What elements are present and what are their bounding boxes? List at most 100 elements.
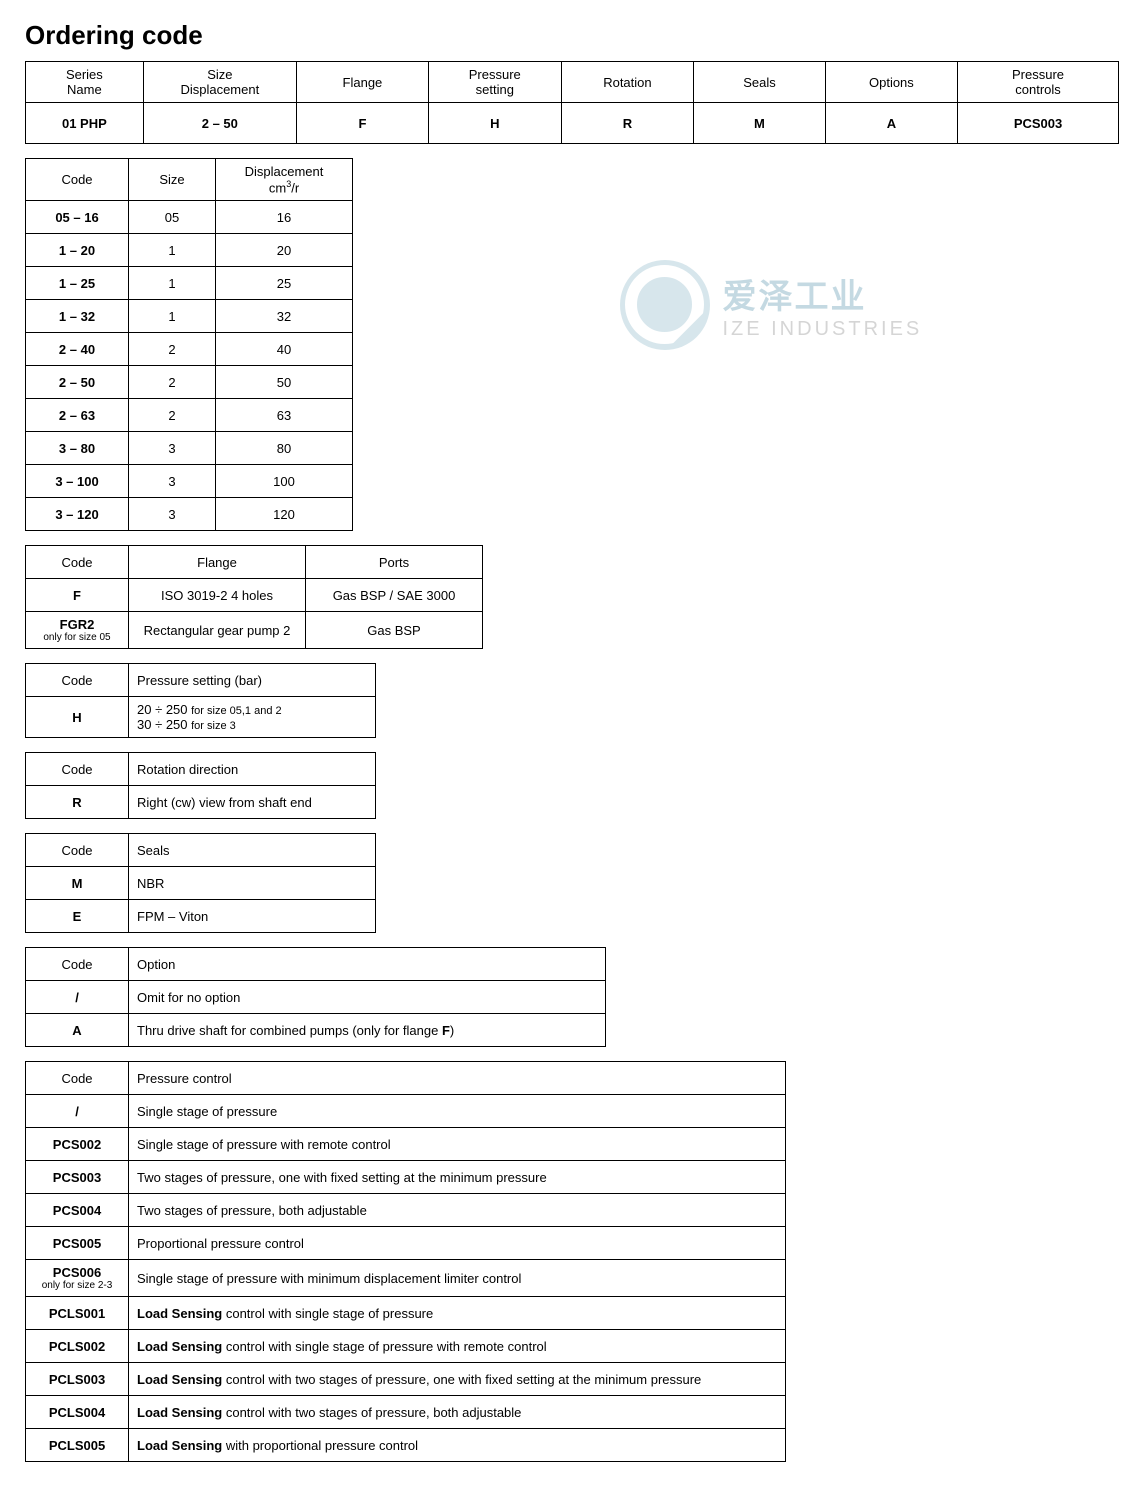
table-cell: 1 – 32 xyxy=(26,300,129,333)
table-cell: ISO 3019-2 4 holes xyxy=(129,579,306,612)
header-label-cell: Seals xyxy=(694,62,826,103)
table-cell: 3 xyxy=(129,498,216,531)
table-cell: Rectangular gear pump 2 xyxy=(129,612,306,649)
table-cell: Load Sensing control with two stages of … xyxy=(129,1363,786,1396)
table-row: 3 – 1203120 xyxy=(26,498,353,531)
table-cell: H xyxy=(26,697,129,738)
table-cell: Load Sensing with proportional pressure … xyxy=(129,1429,786,1462)
table-cell: FGR2only for size 05 xyxy=(26,612,129,649)
table-cell: 3 – 100 xyxy=(26,465,129,498)
header-label-cell: SizeDisplacement xyxy=(143,62,296,103)
table-header-cell: Code xyxy=(26,753,129,786)
table-row: AThru drive shaft for combined pumps (on… xyxy=(26,1014,606,1047)
table-cell: Thru drive shaft for combined pumps (onl… xyxy=(129,1014,606,1047)
table-row: 2 – 63263 xyxy=(26,399,353,432)
table-row: RRight (cw) view from shaft end xyxy=(26,786,376,819)
watermark-en-text: IZE INDUSTRIES xyxy=(722,318,922,341)
table-cell: E xyxy=(26,900,129,933)
table-row: PCLS001Load Sensing control with single … xyxy=(26,1297,786,1330)
table-cell: Two stages of pressure, one with fixed s… xyxy=(129,1161,786,1194)
table-row: FISO 3019-2 4 holesGas BSP / SAE 3000 xyxy=(26,579,483,612)
table-row: /Omit for no option xyxy=(26,981,606,1014)
table-row: PCLS004Load Sensing control with two sta… xyxy=(26,1396,786,1429)
table-header-cell: Option xyxy=(129,948,606,981)
table-cell: 63 xyxy=(216,399,353,432)
table-cell: PCLS002 xyxy=(26,1330,129,1363)
table-row: PCLS005Load Sensing with proportional pr… xyxy=(26,1429,786,1462)
table-row: 2 – 50250 xyxy=(26,366,353,399)
table-cell: PCLS001 xyxy=(26,1297,129,1330)
table-row: PCS003Two stages of pressure, one with f… xyxy=(26,1161,786,1194)
table-cell: PCS006only for size 2-3 xyxy=(26,1260,129,1297)
table-cell: 1 xyxy=(129,300,216,333)
flange-table: CodeFlangePortsFISO 3019-2 4 holesGas BS… xyxy=(25,545,483,649)
table-header-cell: Pressure control xyxy=(129,1062,786,1095)
table-cell: Single stage of pressure xyxy=(129,1095,786,1128)
pressure-setting-table: CodePressure setting (bar)H20 ÷ 250 for … xyxy=(25,663,376,738)
table-header-cell: Code xyxy=(26,948,129,981)
header-value-cell: 2 – 50 xyxy=(143,103,296,144)
table-cell: 32 xyxy=(216,300,353,333)
table-cell: 25 xyxy=(216,267,353,300)
table-cell: 2 xyxy=(129,366,216,399)
table-row: EFPM – Viton xyxy=(26,900,376,933)
table-cell: Load Sensing control with single stage o… xyxy=(129,1297,786,1330)
table-cell: FPM – Viton xyxy=(129,900,376,933)
watermark-cn-text: 爱泽工业 xyxy=(722,269,922,318)
option-table: CodeOption/Omit for no optionAThru drive… xyxy=(25,947,606,1047)
table-header-cell: Code xyxy=(26,834,129,867)
header-value-cell: F xyxy=(296,103,428,144)
header-value-cell: R xyxy=(561,103,694,144)
table-row: PCS002Single stage of pressure with remo… xyxy=(26,1128,786,1161)
header-value-cell: M xyxy=(694,103,826,144)
page-title: Ordering code xyxy=(25,20,1119,51)
table-cell: Gas BSP / SAE 3000 xyxy=(306,579,483,612)
table-header-cell: Ports xyxy=(306,546,483,579)
table-cell: PCLS005 xyxy=(26,1429,129,1462)
table-header-cell: Rotation direction xyxy=(129,753,376,786)
table-row: PCS005Proportional pressure control xyxy=(26,1227,786,1260)
table-row: 1 – 32132 xyxy=(26,300,353,333)
table-header-cell: Code xyxy=(26,546,129,579)
table-cell: PCS005 xyxy=(26,1227,129,1260)
table-cell: 2 – 40 xyxy=(26,333,129,366)
table-header-cell: Pressure setting (bar) xyxy=(129,664,376,697)
table-row: H20 ÷ 250 for size 05,1 and 230 ÷ 250 fo… xyxy=(26,697,376,738)
table-cell: Load Sensing control with single stage o… xyxy=(129,1330,786,1363)
table-cell: Omit for no option xyxy=(129,981,606,1014)
table-cell: PCLS003 xyxy=(26,1363,129,1396)
table-cell: PCS002 xyxy=(26,1128,129,1161)
table-cell: 2 – 63 xyxy=(26,399,129,432)
table-row: 3 – 80380 xyxy=(26,432,353,465)
table-cell: 80 xyxy=(216,432,353,465)
header-value-cell: A xyxy=(825,103,957,144)
table-cell: M xyxy=(26,867,129,900)
table-cell: 3 – 80 xyxy=(26,432,129,465)
table-cell: 3 – 120 xyxy=(26,498,129,531)
table-row: 2 – 40240 xyxy=(26,333,353,366)
table-cell: 20 xyxy=(216,234,353,267)
table-cell: 1 – 25 xyxy=(26,267,129,300)
table-cell: Right (cw) view from shaft end xyxy=(129,786,376,819)
table-cell: Load Sensing control with two stages of … xyxy=(129,1396,786,1429)
table-cell: 50 xyxy=(216,366,353,399)
size-displacement-table: CodeSizeDisplacementcm3/r05 – 1605161 – … xyxy=(25,158,353,531)
rotation-table: CodeRotation directionRRight (cw) view f… xyxy=(25,752,376,819)
table-header-cell: Size xyxy=(129,159,216,201)
table-row: PCS006only for size 2-3Single stage of p… xyxy=(26,1260,786,1297)
table-header-cell: Displacementcm3/r xyxy=(216,159,353,201)
table-cell: PCS004 xyxy=(26,1194,129,1227)
table-row: PCS004Two stages of pressure, both adjus… xyxy=(26,1194,786,1227)
header-label-cell: Options xyxy=(825,62,957,103)
table-cell: 1 – 20 xyxy=(26,234,129,267)
header-value-cell: PCS003 xyxy=(958,103,1119,144)
table-cell: R xyxy=(26,786,129,819)
table-cell: Single stage of pressure with remote con… xyxy=(129,1128,786,1161)
table-cell: 3 xyxy=(129,465,216,498)
table-header-cell: Code xyxy=(26,159,129,201)
header-label-cell: Pressuresetting xyxy=(428,62,561,103)
table-cell: 20 ÷ 250 for size 05,1 and 230 ÷ 250 for… xyxy=(129,697,376,738)
table-row: PCLS003Load Sensing control with two sta… xyxy=(26,1363,786,1396)
watermark: 爱泽工业 IZE INDUSTRIES xyxy=(620,260,1020,350)
table-cell: 16 xyxy=(216,201,353,234)
